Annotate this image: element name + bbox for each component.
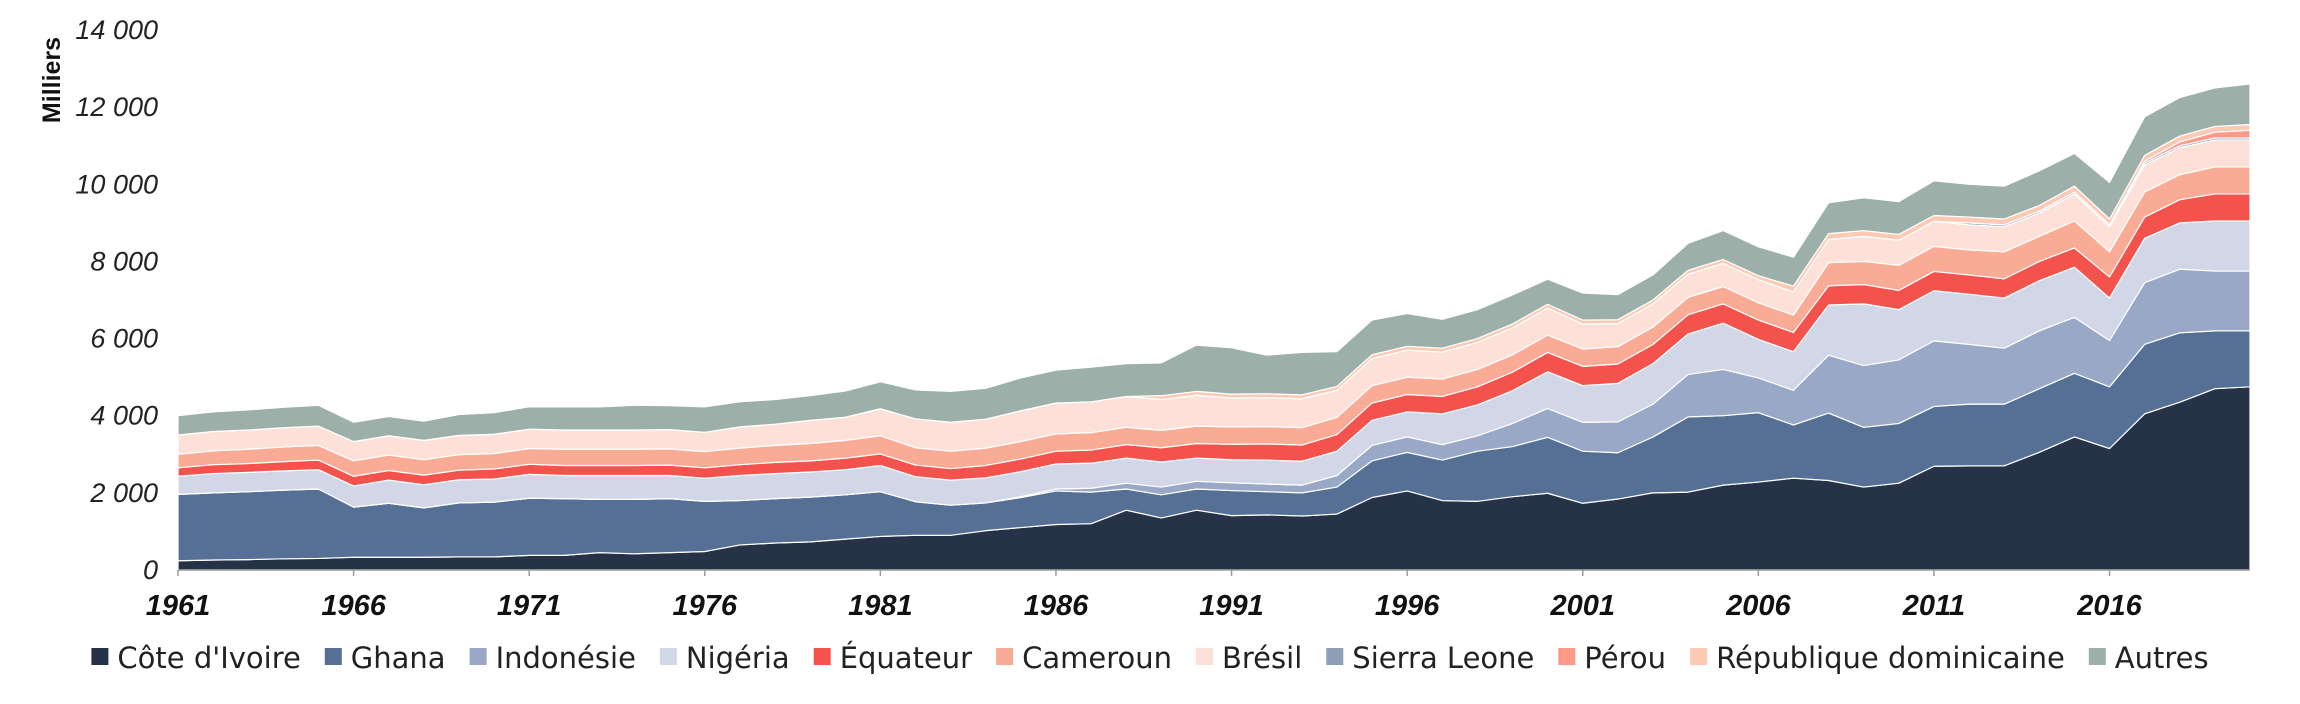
legend-item-perou: Pérou <box>1558 641 1666 675</box>
areas-layer <box>177 83 2251 571</box>
x-tick-label: 1961 <box>146 590 211 622</box>
y-tick-label: 4 000 <box>90 401 158 431</box>
x-tick-label: 1981 <box>848 590 913 622</box>
y-tick-label: 8 000 <box>90 246 158 276</box>
x-tick-label: 1991 <box>1199 590 1264 622</box>
legend-swatch <box>469 648 487 665</box>
legend-swatch <box>1690 648 1708 665</box>
legend-label: République dominicaine <box>1716 641 2065 675</box>
legend: Côte d'Ivoire Ghana Indonésie Nigéria Équate… <box>91 641 2209 675</box>
legend-swatch <box>813 648 831 665</box>
x-tick-label: 2016 <box>2076 590 2142 622</box>
legend-label: Côte d'Ivoire <box>117 641 300 675</box>
legend-swatch <box>659 648 677 665</box>
legend-swatch <box>996 648 1014 665</box>
legend-label: Cameroun <box>1022 641 1172 675</box>
labels-layer: 0 2 000 4 000 6 000 8 000 10 000 12 000 14 000 1… <box>38 15 2143 622</box>
legend-label: Pérou <box>1584 641 1666 675</box>
legend-item-republique-dominicaine: République dominicaine <box>1690 641 2065 675</box>
y-tick-label: 2 000 <box>89 478 158 508</box>
legend-item-sierra-leone: Sierra Leone <box>1326 641 1534 675</box>
x-tick-label: 2001 <box>1549 590 1615 622</box>
x-tick-label: 2006 <box>1725 590 1791 622</box>
y-axis-label: Milliers <box>38 37 66 123</box>
legend-item-indonesie: Indonésie <box>469 641 636 675</box>
x-tick-label: 2011 <box>1902 590 1965 622</box>
area-series-autres <box>177 83 2251 443</box>
legend-label: Sierra Leone <box>1352 641 1534 675</box>
legend-label: Indonésie <box>496 641 636 675</box>
x-tick-label: 1976 <box>673 590 738 622</box>
legend-item-bresil: Brésil <box>1196 641 1302 675</box>
legend-swatch <box>324 648 342 665</box>
y-tick-label: 10 000 <box>75 169 158 199</box>
x-tick-label: 1971 <box>497 590 562 622</box>
y-tick-label: 0 <box>143 555 158 585</box>
legend-swatch <box>91 648 109 665</box>
legend-swatch <box>2088 648 2106 665</box>
legend-label: Nigéria <box>686 641 790 675</box>
legend-item-nigeria: Nigéria <box>659 641 790 675</box>
legend-label: Brésil <box>1222 641 1302 675</box>
legend-label: Autres <box>2115 641 2209 675</box>
legend-swatch <box>1326 648 1344 665</box>
legend-item-cote-d-ivoire: Côte d'Ivoire <box>91 641 301 675</box>
legend-swatch <box>1196 648 1213 665</box>
legend-item-ghana: Ghana <box>324 641 446 675</box>
y-tick-label: 6 000 <box>90 324 158 354</box>
legend-label: Ghana <box>351 641 446 675</box>
x-tick-label: 1986 <box>1024 590 1089 622</box>
legend-swatch <box>1558 648 1576 665</box>
x-tick-label: 1996 <box>1375 590 1440 622</box>
legend-item-autres: Autres <box>2088 641 2209 675</box>
legend-item-cameroun: Cameroun <box>996 641 1172 675</box>
y-tick-label: 12 000 <box>75 92 158 122</box>
axes-layer <box>177 569 2250 576</box>
y-tick-label: 14 000 <box>75 15 158 45</box>
legend-label: Équateur <box>840 641 972 675</box>
legend-item-equateur: Équateur <box>813 641 972 675</box>
x-tick-label: 1966 <box>321 590 386 622</box>
